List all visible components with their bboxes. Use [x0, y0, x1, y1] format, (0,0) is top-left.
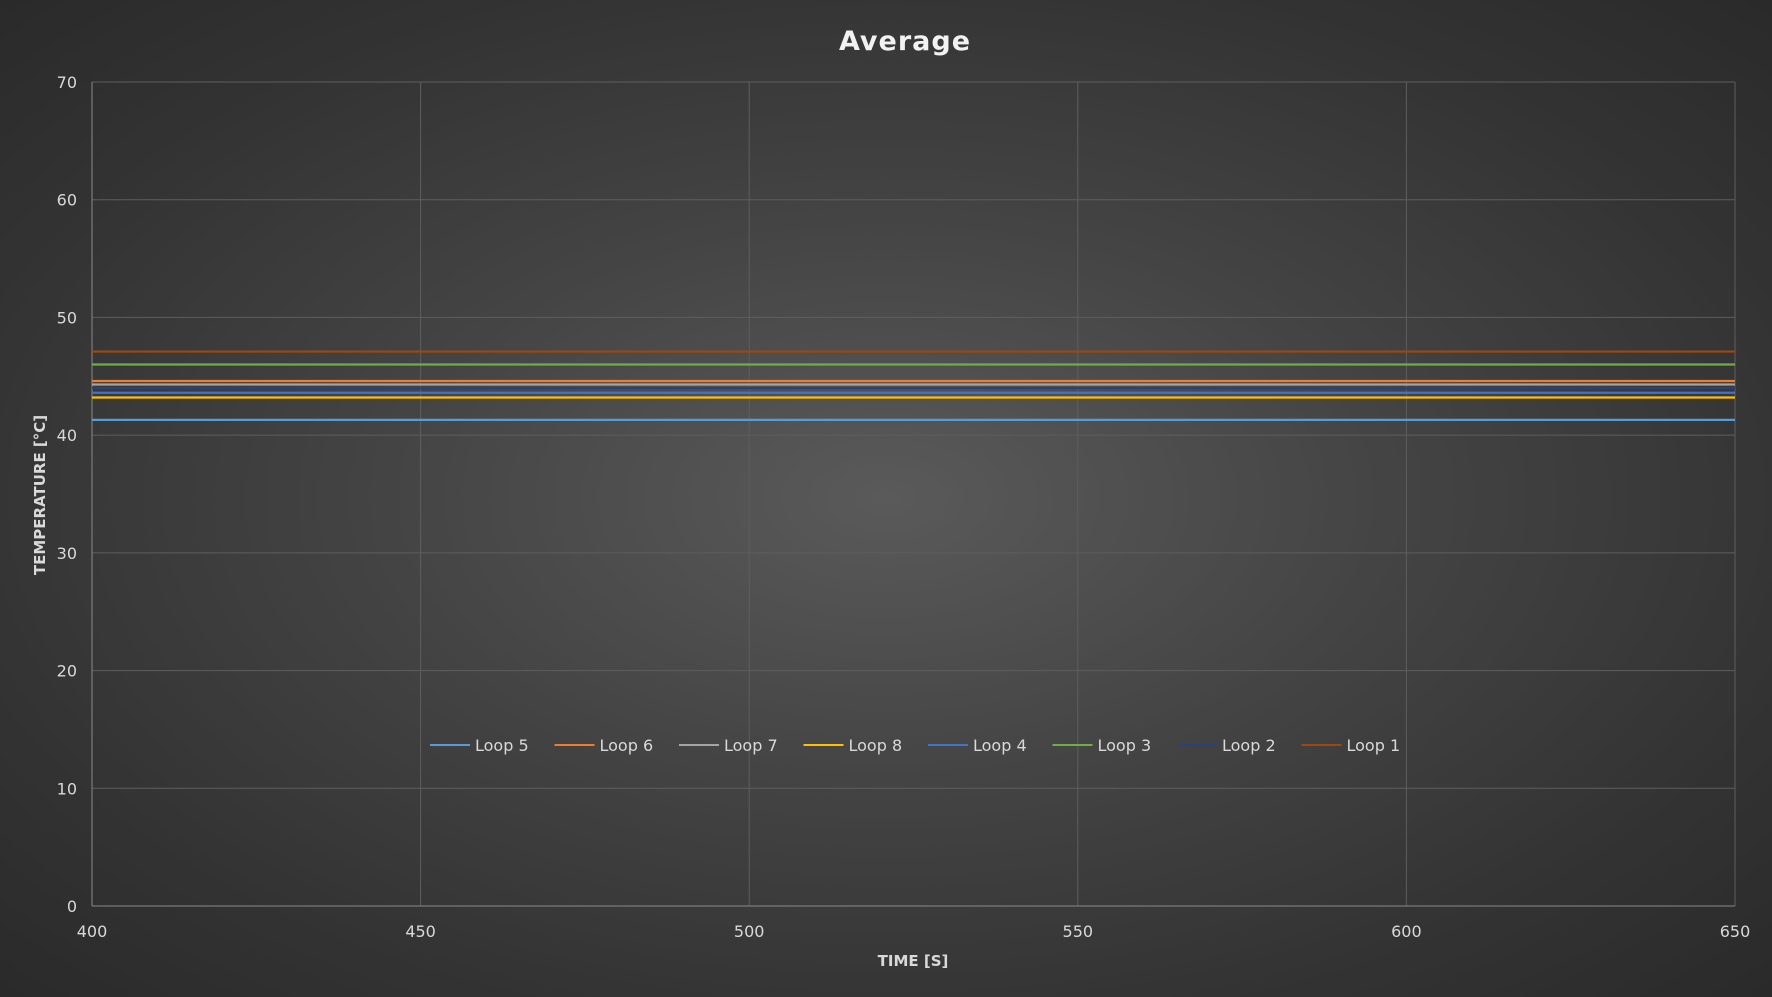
legend-label: Loop 7 — [724, 736, 778, 755]
series-lines — [92, 350, 1735, 421]
axes — [91, 82, 1735, 907]
legend-item: Loop 5 — [430, 736, 529, 755]
legend-item: Loop 2 — [1177, 736, 1276, 755]
legend-item: Loop 8 — [803, 736, 903, 755]
legend-label: Loop 1 — [1347, 736, 1401, 755]
legend-label: Loop 4 — [973, 736, 1027, 755]
legend-item: Loop 4 — [928, 736, 1027, 755]
legend-item: Loop 3 — [1052, 736, 1152, 755]
y-tick-label: 70 — [57, 73, 77, 92]
y-tick-label: 30 — [57, 544, 77, 563]
x-tick-label: 550 — [1063, 922, 1094, 941]
legend-label: Loop 6 — [600, 736, 654, 755]
legend-item: Loop 6 — [554, 736, 654, 755]
y-axis-label: TEMPERATURE [°C] — [31, 415, 49, 575]
y-tick-label: 0 — [67, 897, 77, 916]
y-tick-label: 60 — [57, 191, 77, 210]
x-tick-label: 650 — [1720, 922, 1751, 941]
x-tick-label: 500 — [734, 922, 765, 941]
grid — [91, 81, 1736, 907]
x-tick-label: 600 — [1391, 922, 1422, 941]
legend-item: Loop 7 — [679, 736, 778, 755]
chart-title: Average — [839, 26, 971, 57]
legend-label: Loop 3 — [1098, 736, 1152, 755]
legend: Loop 5 Loop 6 Loop 7 Loop 8 Loop 4 Loop 3 Loop… — [430, 736, 1400, 755]
y-tick-label: 50 — [57, 308, 77, 327]
x-axis-label: TIME [S] — [878, 952, 949, 970]
y-tick-label: 10 — [57, 779, 77, 798]
y-tick-label: 20 — [57, 662, 77, 681]
legend-label: Loop 2 — [1222, 736, 1276, 755]
x-tick-label: 400 — [77, 922, 108, 941]
tick-labels: 0 10 20 30 40 50 60 70 400 450 500 550 600 650 — [57, 73, 1751, 941]
legend-label: Loop 8 — [849, 736, 903, 755]
legend-label: Loop 5 — [475, 736, 529, 755]
y-tick-label: 40 — [57, 426, 77, 445]
x-tick-label: 450 — [405, 922, 436, 941]
legend-item: Loop 1 — [1301, 736, 1401, 755]
